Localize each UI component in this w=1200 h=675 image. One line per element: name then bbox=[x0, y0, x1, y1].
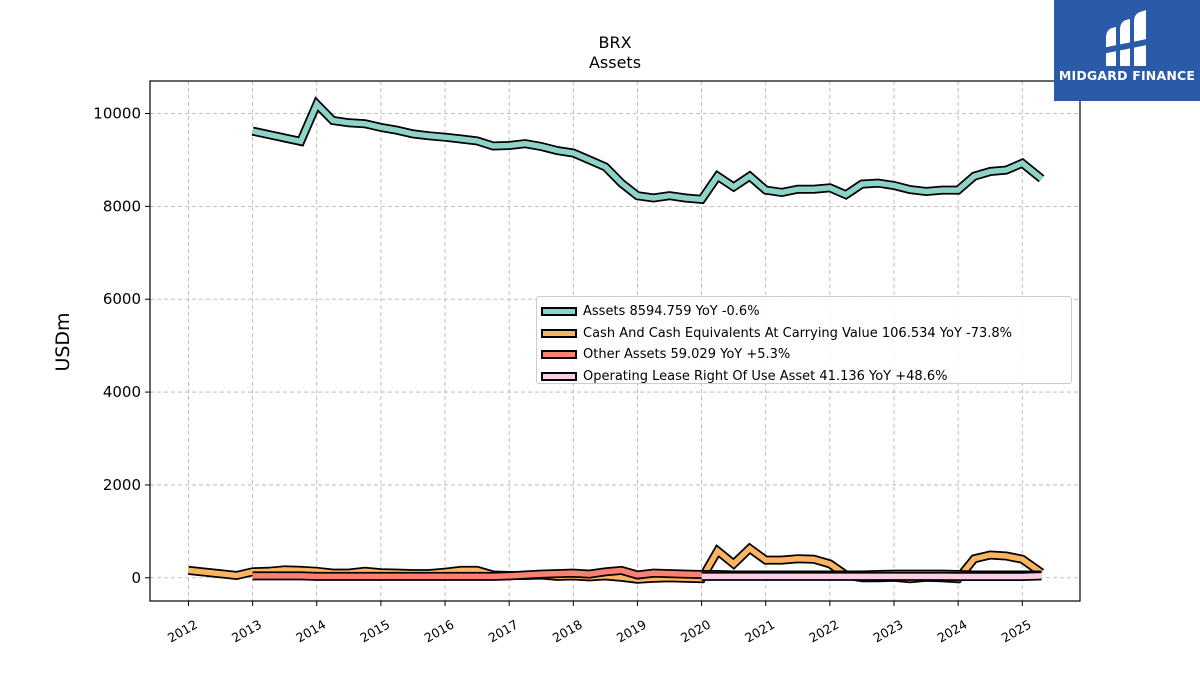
plot-series bbox=[188, 96, 1045, 584]
legend-label-assets: Assets 8594.759 YoY -0.6% bbox=[583, 304, 760, 320]
y-tick-label: 6000 bbox=[103, 290, 141, 308]
y-tick-label: 8000 bbox=[103, 197, 141, 215]
x-tick-label: 2017 bbox=[486, 617, 521, 646]
series-operating-lease-right-of-use-asset bbox=[701, 571, 1042, 581]
x-tick-label: 2018 bbox=[550, 617, 585, 646]
legend-item-operating-lease: Operating Lease Right Of Use Asset 41.13… bbox=[541, 366, 1071, 388]
x-tick-label: 2015 bbox=[357, 617, 392, 646]
x-tick-label: 2016 bbox=[421, 617, 456, 646]
y-axis-ticks: 0 2000 4000 6000 8000 10000 bbox=[93, 105, 150, 587]
x-tick-label: 2021 bbox=[742, 617, 777, 646]
x-tick-label: 2020 bbox=[678, 617, 713, 646]
plot-frame bbox=[149, 80, 1081, 602]
x-tick-label: 2014 bbox=[293, 617, 328, 646]
x-tick-label: 2012 bbox=[165, 617, 200, 646]
legend-label-other-assets: Other Assets 59.029 YoY +5.3% bbox=[583, 347, 791, 363]
legend-swatch-cash bbox=[541, 328, 577, 338]
legend-swatch-other-assets bbox=[541, 350, 577, 360]
x-tick-label: 2022 bbox=[806, 617, 841, 646]
y-tick-label: 0 bbox=[131, 569, 141, 587]
x-tick-label: 2024 bbox=[935, 617, 970, 646]
legend: Assets 8594.759 YoY -0.6% Cash And Cash … bbox=[536, 296, 1072, 384]
y-axis-label: USDm bbox=[52, 312, 74, 371]
chart-title: BRX bbox=[598, 33, 631, 52]
legend-item-cash: Cash And Cash Equivalents At Carrying Va… bbox=[541, 323, 1071, 345]
x-tick-label: 2013 bbox=[229, 617, 264, 646]
x-tick-label: 2023 bbox=[870, 617, 905, 646]
legend-label-cash: Cash And Cash Equivalents At Carrying Va… bbox=[583, 325, 1012, 341]
y-tick-label: 2000 bbox=[103, 476, 141, 494]
x-tick-label: 2025 bbox=[999, 617, 1034, 646]
chart-subtitle: Assets bbox=[589, 53, 641, 72]
series-assets bbox=[251, 96, 1045, 205]
y-tick-label: 4000 bbox=[103, 383, 141, 401]
legend-label-operating-lease: Operating Lease Right Of Use Asset 41.13… bbox=[583, 368, 948, 384]
brand-logo-text: MIDGARD FINANCE bbox=[1058, 68, 1196, 83]
legend-swatch-operating-lease bbox=[541, 371, 577, 381]
x-tick-label: 2019 bbox=[614, 617, 649, 646]
x-axis-ticks: 2012 2013 2014 2015 2016 2017 2018 2019 2020 2021… bbox=[165, 601, 1034, 646]
midgard-logo-icon bbox=[1102, 10, 1152, 66]
legend-item-other-assets: Other Assets 59.029 YoY +5.3% bbox=[541, 344, 1071, 366]
legend-item-assets: Assets 8594.759 YoY -0.6% bbox=[541, 301, 1071, 323]
series-line bbox=[252, 99, 1044, 203]
y-tick-label: 10000 bbox=[93, 105, 141, 123]
legend-swatch-assets bbox=[541, 307, 577, 317]
series-line bbox=[701, 573, 1042, 580]
brand-logo: MIDGARD FINANCE bbox=[1054, 0, 1200, 101]
series-line-outline bbox=[251, 96, 1045, 205]
